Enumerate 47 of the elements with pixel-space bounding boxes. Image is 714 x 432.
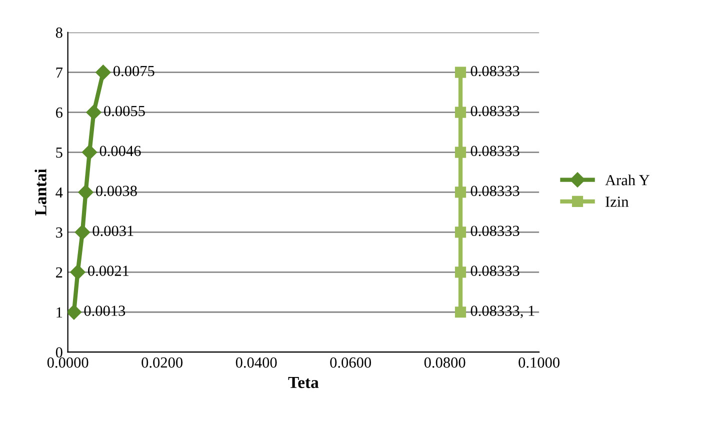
point bbox=[454, 146, 466, 158]
annotation: 0.0031 bbox=[92, 226, 134, 236]
y-tick-label: 7 bbox=[56, 68, 63, 78]
point bbox=[454, 226, 466, 238]
point bbox=[78, 184, 94, 200]
y-axis-title: Lantai bbox=[34, 168, 46, 216]
annotation: 0.08333 bbox=[470, 186, 520, 196]
x-tick-label: 0.1000 bbox=[518, 357, 560, 368]
y-tick-label: 1 bbox=[56, 307, 62, 318]
x-tick-label: 0.0000 bbox=[47, 357, 88, 368]
x-tick-label: 0.0200 bbox=[142, 357, 182, 368]
point bbox=[96, 64, 111, 80]
annotation: 0.0021 bbox=[88, 266, 129, 276]
point bbox=[86, 104, 102, 120]
legend-label: Arah Y bbox=[605, 174, 650, 186]
x-tick-label: 0.0800 bbox=[424, 357, 466, 368]
annotation: 0.08333 bbox=[470, 266, 520, 276]
point bbox=[70, 264, 86, 280]
annotation: 0.0055 bbox=[104, 106, 145, 116]
y-tick-label: 4 bbox=[56, 187, 63, 198]
point bbox=[454, 106, 466, 118]
legend-label: Izin bbox=[606, 196, 629, 207]
annotation: 0.08333 bbox=[470, 66, 520, 76]
annotation: 0.0038 bbox=[96, 186, 137, 196]
annotation: 0.08333 bbox=[470, 146, 520, 156]
annotation: 0.08333 bbox=[470, 106, 520, 116]
x-axis-title: Teta bbox=[288, 377, 319, 388]
x-tick-label: 0.0400 bbox=[236, 357, 277, 368]
y-tick-label: 3 bbox=[56, 227, 62, 238]
y-tick-label: 5 bbox=[56, 148, 62, 158]
annotation: 0.0075 bbox=[113, 66, 154, 76]
point bbox=[82, 144, 98, 160]
point bbox=[74, 224, 90, 240]
x-tick-label: 0.0600 bbox=[330, 357, 371, 368]
point bbox=[454, 186, 466, 198]
point bbox=[68, 304, 82, 320]
point bbox=[454, 266, 466, 278]
y-tick-label: 6 bbox=[56, 108, 63, 118]
y-tick-label: 2 bbox=[56, 267, 62, 278]
annotation: 0.0046 bbox=[100, 146, 141, 156]
point bbox=[454, 306, 466, 318]
y-tick-label: 8 bbox=[56, 28, 62, 38]
annotation: 0.08333 bbox=[470, 226, 520, 236]
annotation: 0.08333, 1 bbox=[470, 306, 534, 318]
annotation: 0.0013 bbox=[84, 306, 126, 316]
y-tick-label: 0 bbox=[56, 347, 62, 358]
point bbox=[454, 66, 466, 78]
